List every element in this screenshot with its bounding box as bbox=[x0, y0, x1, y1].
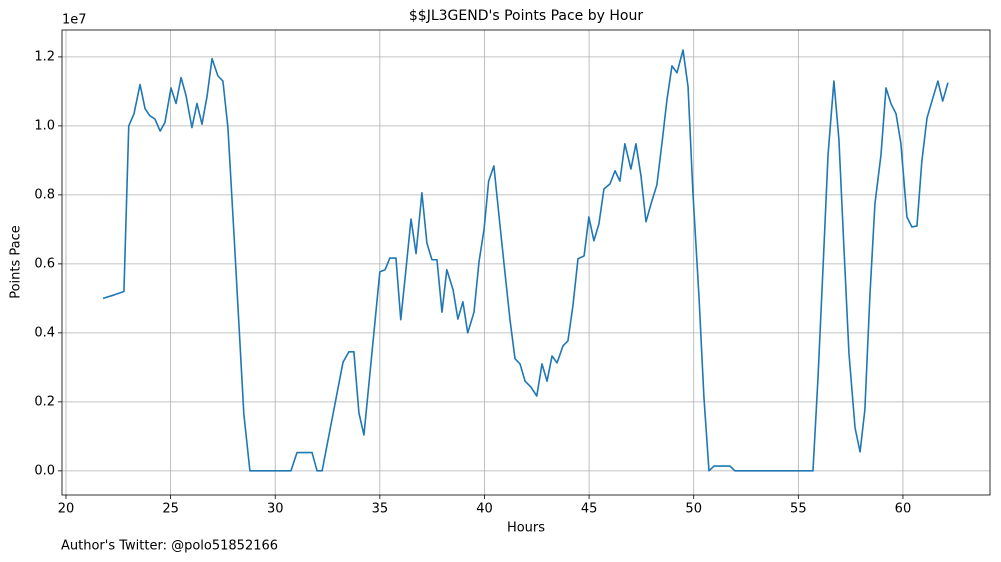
data-line bbox=[102, 49, 949, 472]
x-axis-label: Hours bbox=[507, 521, 545, 536]
y-tick-label: 0.0 bbox=[34, 463, 55, 478]
y-tick-label: 1.0 bbox=[34, 118, 55, 133]
x-tick-label: 40 bbox=[476, 502, 493, 517]
y-tick-label: 1.2 bbox=[34, 49, 55, 64]
x-tick-label: 60 bbox=[895, 502, 912, 517]
plot-frame bbox=[61, 29, 991, 496]
x-tick-label: 20 bbox=[58, 502, 75, 517]
y-tick-label: 0.2 bbox=[34, 394, 55, 409]
y-offset-label: 1e7 bbox=[62, 13, 87, 28]
y-axis-label: Points Pace bbox=[9, 225, 24, 299]
x-tick-label: 30 bbox=[267, 502, 284, 517]
x-tick-label: 55 bbox=[790, 502, 807, 517]
y-tick-label: 0.6 bbox=[34, 256, 55, 271]
footer: Author's Twitter: @polo51852166 bbox=[61, 539, 278, 554]
chart-title: $$JL3GEND's Points Pace by Hour bbox=[409, 8, 643, 24]
x-tick-label: 25 bbox=[162, 502, 179, 517]
x-tick-label: 50 bbox=[685, 502, 702, 517]
x-tick-label: 35 bbox=[372, 502, 389, 517]
x-tick-label: 45 bbox=[581, 502, 598, 517]
y-tick-label: 0.8 bbox=[34, 187, 55, 202]
y-tick-label: 0.4 bbox=[34, 325, 55, 340]
